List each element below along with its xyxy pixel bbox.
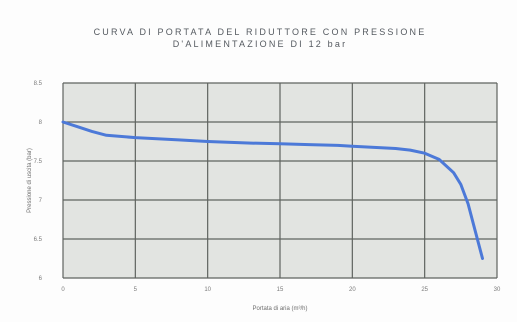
x-tick-label: 20 xyxy=(349,287,356,293)
y-tick-label: 8 xyxy=(39,120,43,126)
chart-title: CURVA DI PORTATA DEL RIDUTTORE CON PRESS… xyxy=(93,27,427,37)
chart-subtitle: D'ALIMENTAZIONE DI 12 bar xyxy=(172,39,348,49)
x-tick-label: 0 xyxy=(61,287,65,293)
y-tick-label: 6.5 xyxy=(34,237,43,243)
x-tick-label: 10 xyxy=(204,287,211,293)
y-tick-label: 7.5 xyxy=(34,159,43,165)
x-tick-label: 25 xyxy=(421,287,428,293)
x-tick-label: 5 xyxy=(134,287,138,293)
x-tick-label: 15 xyxy=(277,287,284,293)
series-line xyxy=(61,120,484,260)
y-tick-label: 7 xyxy=(39,198,43,204)
y-tick-label: 8.5 xyxy=(34,81,43,87)
y-tick-label: 6 xyxy=(39,276,43,282)
y-axis-label: Pressione di uscita (bar) xyxy=(27,148,33,213)
x-axis-label: Portata di aria (m³/h) xyxy=(252,306,307,312)
x-tick-label: 30 xyxy=(494,287,501,293)
